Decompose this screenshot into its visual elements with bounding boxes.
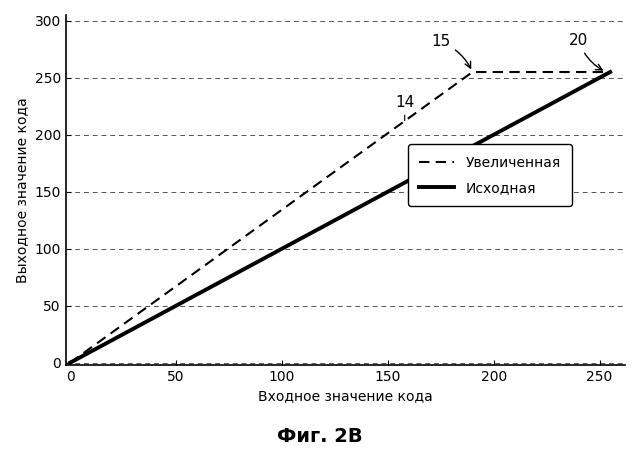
Text: 15: 15 [431,34,470,68]
X-axis label: Входное значение кода: Входное значение кода [258,390,433,404]
Legend: Увеличенная, Исходная: Увеличенная, Исходная [408,144,572,206]
Text: 14: 14 [395,94,414,121]
Text: 12: 12 [458,172,502,188]
Y-axis label: Выходное значение кода: Выходное значение кода [15,97,29,283]
Text: Фиг. 2В: Фиг. 2В [277,427,363,446]
Text: 20: 20 [569,33,602,70]
